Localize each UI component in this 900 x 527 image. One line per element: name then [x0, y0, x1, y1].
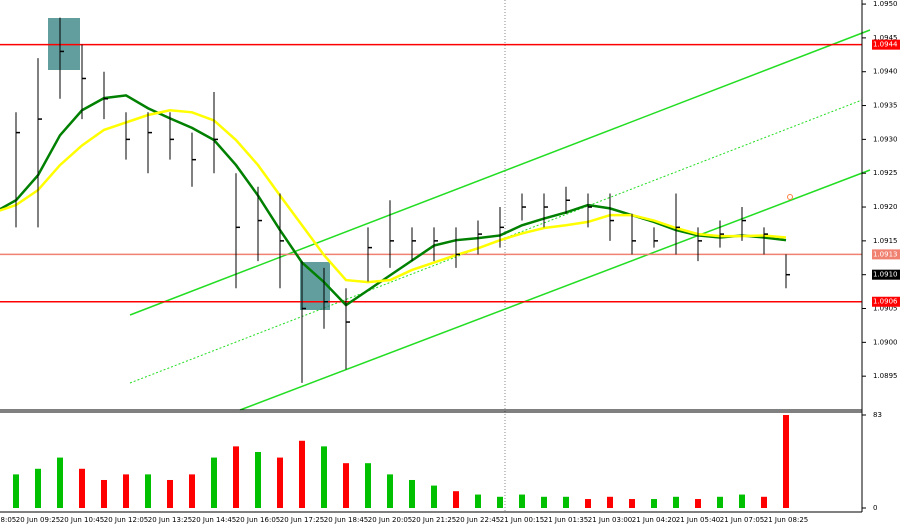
signal-box [300, 262, 330, 310]
x-tick-label: 20 Jun 13:25 [148, 516, 192, 524]
volume-bar [585, 499, 591, 508]
level-label: 1.0906 [873, 298, 898, 306]
level-tag [872, 296, 900, 307]
volume-bar [761, 496, 767, 508]
x-tick-label: 21 Jun 03:00 [588, 516, 632, 524]
volume-bar [739, 494, 745, 508]
x-tick-label: 20 Jun 10:45 [60, 516, 104, 524]
volume-bar [277, 457, 283, 508]
y-tick-label: 1.0900 [873, 338, 898, 346]
x-tick-label: 21 Jun 08:25 [764, 516, 808, 524]
volume-bar [211, 457, 217, 508]
y-tick-label: 1.0935 [873, 102, 898, 110]
channel-lower [239, 169, 871, 411]
level-label: 1.0913 [873, 250, 898, 258]
volume-bar [783, 415, 789, 508]
volume-bar [541, 496, 547, 508]
channel-upper [129, 29, 871, 316]
volume-bar [475, 494, 481, 508]
marks [0, 17, 862, 508]
volume-bar [607, 496, 613, 508]
volume-bar [497, 496, 503, 508]
volume-bar [409, 479, 415, 508]
x-tick-label: 21 Jun 04:20 [632, 516, 676, 524]
x-tick-label: 20 Jun 22:45 [456, 516, 500, 524]
volume-bar [123, 474, 129, 508]
volume-bar [431, 485, 437, 508]
volume-bar [79, 468, 85, 508]
volume-bar [233, 446, 239, 508]
y-tick-label: 1.0945 [873, 34, 898, 42]
volume-bar [717, 496, 723, 508]
volume-bar [145, 474, 151, 508]
level-label: 1.0944 [873, 41, 898, 49]
volume-bar [563, 496, 569, 508]
volume-bar [321, 446, 327, 508]
volume-bar [255, 451, 261, 508]
volume-bar [167, 479, 173, 508]
volume-bar [673, 496, 679, 508]
x-tick-label: 20 Jun 09:25 [16, 516, 60, 524]
y-tick-label: 1.0920 [873, 203, 898, 211]
x-tick-label: 21 Jun 00:15 [500, 516, 544, 524]
last-price-tag [872, 269, 900, 280]
volume-bar [695, 499, 701, 508]
x-tick-label: 21 Jun 07:05 [720, 516, 764, 524]
y-tick-label: 1.0915 [873, 237, 898, 245]
volume-tick-label: 0 [873, 504, 877, 512]
volume-bar [365, 463, 371, 508]
volume-tick-label: 83 [873, 411, 882, 419]
x-tick-label: 20 Jun 16:05 [236, 516, 280, 524]
volume-bar [387, 474, 393, 508]
volume-bar [453, 491, 459, 508]
y-tick-label: 1.0940 [873, 68, 898, 76]
x-tick-label: 20 Jun 12:05 [104, 516, 148, 524]
x-tick-label: 20 Jun 08:05 [0, 516, 16, 524]
y-tick-label: 1.0930 [873, 135, 898, 143]
x-tick-label: 21 Jun 05:40 [676, 516, 720, 524]
volume-bar [13, 474, 19, 508]
y-tick-label: 1.0950 [873, 0, 898, 8]
volume-bar [57, 457, 63, 508]
level-tag [872, 39, 900, 50]
x-tick-label: 20 Jun 18:45 [324, 516, 368, 524]
x-tick-label: 20 Jun 21:25 [412, 516, 456, 524]
volume-bar [101, 479, 107, 508]
y-tick-label: 1.0895 [873, 372, 898, 380]
volume-bar [519, 494, 525, 508]
level-tag [872, 249, 900, 260]
x-tick-label: 20 Jun 14:45 [192, 516, 236, 524]
marker [787, 194, 793, 200]
x-tick-label: 21 Jun 01:35 [544, 516, 588, 524]
last-price-label: 1.0910 [873, 271, 898, 279]
volume-bar [189, 474, 195, 508]
moving-average [0, 94, 787, 307]
x-tick-label: 20 Jun 17:25 [280, 516, 324, 524]
volume-bar [299, 440, 305, 508]
volume-bar [651, 499, 657, 508]
x-tick-label: 20 Jun 20:05 [368, 516, 412, 524]
volume-bar [629, 499, 635, 508]
volume-bar [343, 463, 349, 508]
y-tick-label: 1.0925 [873, 169, 898, 177]
y-tick-label: 1.0905 [873, 305, 898, 313]
volume-bar [35, 468, 41, 508]
